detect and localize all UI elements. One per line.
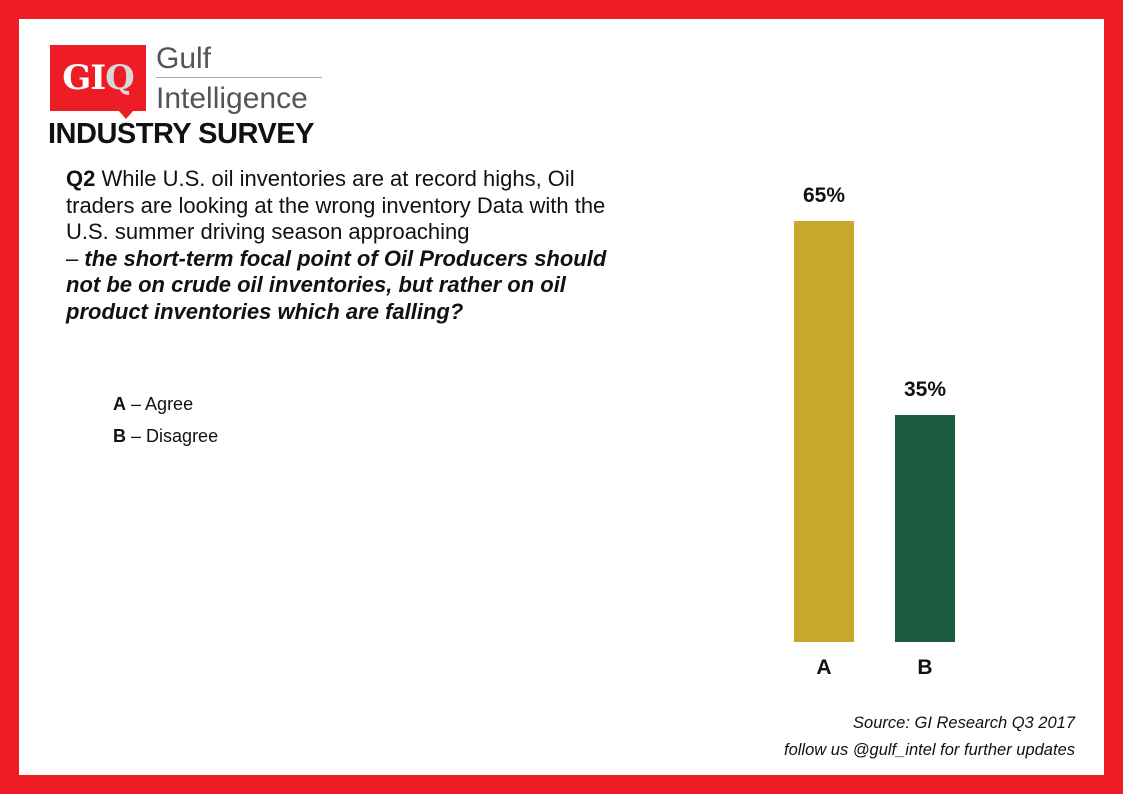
survey-question: Q2 While U.S. oil inventories are at rec… [66, 166, 646, 325]
page-title: INDUSTRY SURVEY [48, 118, 314, 150]
question-dash: – [66, 245, 79, 271]
logo-speech-tail [118, 110, 134, 119]
question-number: Q2 [66, 166, 96, 191]
value-label: 35% [903, 378, 947, 402]
brand-name-line1: Gulf [156, 42, 212, 75]
option-key: B [113, 426, 126, 446]
category-label: B [917, 656, 933, 679]
infographic-panel [19, 19, 1104, 775]
answer-options: A – Agree B – Disagree [113, 388, 218, 452]
question-text: While U.S. oil inventories are at record… [66, 166, 606, 244]
option-label: Agree [145, 394, 194, 414]
option-b: B – Disagree [113, 420, 218, 452]
giq-logo: GIQ [50, 45, 146, 111]
option-sep: – [131, 426, 142, 446]
option-label: Disagree [146, 426, 219, 446]
option-sep: – [131, 394, 142, 414]
option-a: A – Agree [113, 388, 218, 420]
value-label: 65% [802, 184, 846, 207]
source-note: Source: GI Research Q3 2017 [853, 714, 1075, 732]
footer: Source: GI Research Q3 2017 follow us @g… [784, 710, 1075, 764]
bar-B [895, 415, 955, 642]
brand-divider [156, 77, 322, 78]
category-label: A [816, 656, 832, 679]
brand-name-line2: Intelligence [156, 82, 308, 115]
question-emphasis: the short-term focal point of Oil Produc… [66, 245, 607, 324]
follow-note: follow us @gulf_intel for further update… [784, 741, 1075, 759]
option-key: A [113, 394, 126, 414]
bar-A [794, 221, 854, 642]
